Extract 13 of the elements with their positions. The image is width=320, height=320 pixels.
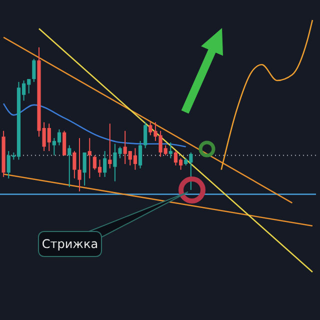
candlestick (138, 140, 142, 169)
candlestick (144, 122, 148, 149)
candlestick (88, 138, 92, 179)
candlestick (68, 144, 72, 188)
candlestick (32, 58, 36, 82)
candlestick (168, 142, 172, 159)
candlestick (72, 150, 76, 179)
candlestick (108, 123, 112, 169)
candlestick (82, 152, 86, 186)
candlestick (62, 130, 66, 156)
candlestick (103, 150, 107, 178)
candlestick (78, 138, 82, 192)
callout-box: Стрижка (38, 231, 102, 257)
